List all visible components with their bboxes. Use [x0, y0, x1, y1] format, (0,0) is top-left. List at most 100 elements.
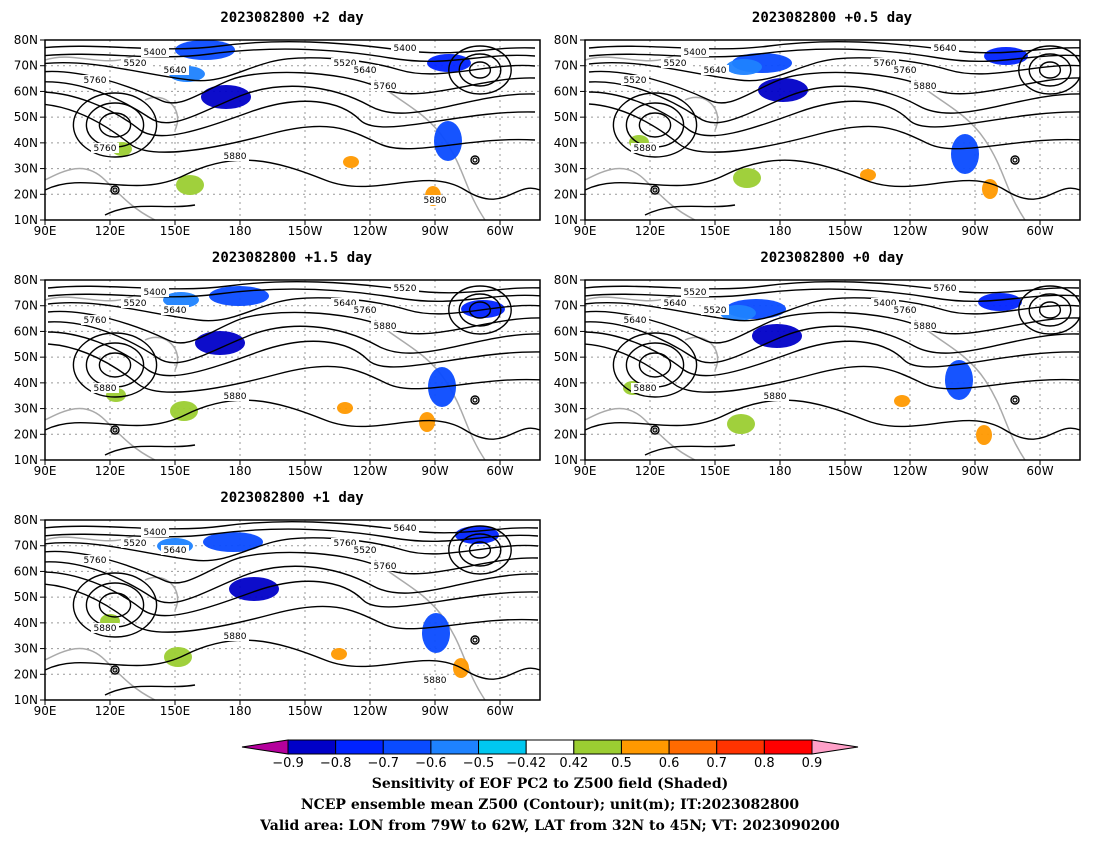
contour-label: 5400: [394, 44, 417, 54]
coastline: [45, 647, 156, 700]
contour-label: 5640: [394, 524, 417, 534]
lat-tick-label: 30N: [14, 402, 38, 416]
contour-label: 5640: [164, 66, 187, 76]
colorbar-max-arrow: [811, 739, 859, 755]
sensitivity-shading: [945, 360, 973, 400]
panel-title: 2023082800 +1 day: [220, 490, 364, 506]
lat-tick-label: 80N: [554, 33, 578, 47]
z500-contour: [45, 70, 536, 104]
contour-label: 5760: [84, 316, 107, 326]
map-frame: [584, 279, 1081, 461]
contour-label: 5520: [124, 299, 147, 309]
z500-closed-contour: [612, 332, 698, 398]
contour-label: 5880: [224, 632, 247, 642]
contour-label: 5760: [334, 539, 357, 549]
z500-closed-contour: [458, 53, 502, 87]
contour-label: 5640: [164, 306, 187, 316]
z500-contour: [47, 288, 540, 303]
z500-contour: [45, 48, 536, 63]
coastline: [585, 167, 696, 220]
lon-tick-label: 90E: [574, 224, 597, 238]
lat-tick-label: 70N: [554, 299, 578, 313]
z500-closed-contour: [448, 525, 512, 575]
sensitivity-shading: [860, 169, 876, 181]
lon-tick-label: 150E: [700, 224, 731, 238]
lat-tick-label: 40N: [554, 136, 578, 150]
colorbar-tick-label: 0.9: [802, 756, 823, 771]
z500-closed-contour: [458, 533, 502, 567]
contour-label: 5880: [94, 624, 117, 634]
coastline: [144, 576, 179, 611]
sensitivity-shading: [201, 85, 251, 109]
lat-tick-label: 10N: [14, 453, 38, 467]
z500-contour: [45, 561, 539, 604]
z500-contour: [45, 57, 536, 82]
sensitivity-shading: [175, 40, 235, 60]
lat-tick-label: 70N: [14, 59, 38, 73]
colorbar-tick-label: 0.6: [659, 756, 680, 771]
lat-tick-label: 30N: [14, 642, 38, 656]
contour-label: 5400: [144, 528, 167, 538]
contour-label: 5880: [424, 676, 447, 686]
z500-contour: [644, 444, 736, 456]
sensitivity-shading: [894, 395, 910, 407]
sensitivity-shading: [422, 613, 450, 653]
contour-label: 5640: [934, 44, 957, 54]
lat-tick-label: 20N: [14, 187, 38, 201]
map-panel-p2: 2023082800 +2 day54005520564057605400552…: [14, 10, 541, 238]
lat-tick-label: 70N: [554, 59, 578, 73]
lat-tick-label: 10N: [554, 453, 578, 467]
map-panel-p1: 2023082800 +1 day54005520564057605640576…: [14, 490, 541, 718]
sensitivity-shading: [419, 412, 435, 432]
z500-contour: [585, 399, 1080, 440]
lat-tick-label: 70N: [14, 539, 38, 553]
lon-tick-label: 120E: [95, 464, 126, 478]
z500-contour: [45, 583, 539, 633]
contour-label: 5400: [144, 48, 167, 58]
colorbar-tick-label: 0.7: [706, 756, 727, 771]
lon-tick-label: 120E: [95, 224, 126, 238]
sensitivity-shading: [195, 331, 245, 355]
lon-tick-label: 90W: [961, 224, 988, 238]
contour-label: 5880: [94, 384, 117, 394]
lon-tick-label: 120W: [353, 464, 388, 478]
sensitivity-shading: [726, 59, 762, 75]
z500-contour: [45, 639, 540, 680]
contour-label: 5520: [704, 306, 727, 316]
contour-label: 5880: [914, 82, 937, 92]
contour-label: 5880: [634, 144, 657, 154]
lon-tick-label: 150E: [700, 464, 731, 478]
lat-tick-label: 20N: [14, 427, 38, 441]
z500-closed-contour: [72, 332, 158, 398]
z500-contour: [644, 204, 736, 216]
contour-label: 5520: [664, 59, 687, 69]
z500-contour: [45, 103, 536, 153]
contour-label: 5880: [224, 152, 247, 162]
colorbar-box: [287, 739, 337, 755]
lat-tick-label: 40N: [14, 616, 38, 630]
sensitivity-shading: [176, 175, 204, 195]
lat-tick-label: 30N: [554, 162, 578, 176]
lon-tick-label: 90W: [421, 224, 448, 238]
contour-label: 5640: [164, 546, 187, 556]
sensitivity-shading: [331, 648, 347, 660]
lon-tick-label: 180: [229, 704, 252, 718]
contour-label: 5400: [684, 48, 707, 58]
z500-contour: [47, 343, 540, 393]
colorbar-tick-label: 0.42: [559, 756, 588, 771]
lon-tick-label: 180: [769, 224, 792, 238]
contour-label: 5640: [334, 299, 357, 309]
colorbar-tick-label: −0.6: [415, 756, 447, 771]
z500-contour: [45, 40, 536, 54]
contour-label: 5760: [84, 556, 107, 566]
contour-label: 5760: [374, 562, 397, 572]
colorbar-box: [763, 739, 813, 755]
z500-closed-contour: [72, 572, 158, 638]
lon-tick-label: 120W: [353, 224, 388, 238]
coastline: [914, 319, 1026, 460]
lat-tick-label: 50N: [554, 110, 578, 124]
z500-contour: [47, 321, 540, 364]
contour-label: 5640: [664, 299, 687, 309]
z500-contour: [588, 91, 1080, 137]
lon-tick-label: 150W: [288, 704, 323, 718]
